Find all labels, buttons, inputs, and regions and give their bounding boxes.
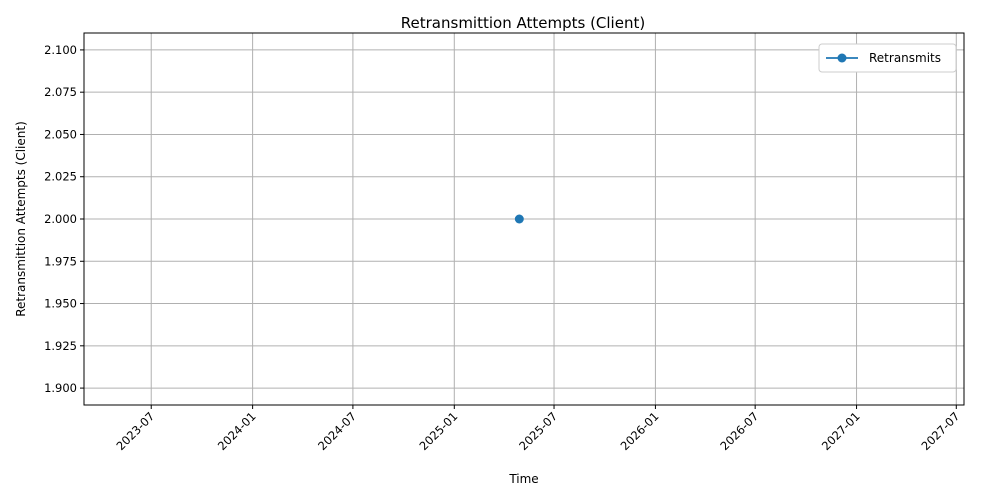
- y-tick-label: 1.975: [44, 254, 77, 268]
- y-tick-label: 1.900: [44, 381, 77, 395]
- y-tick-label: 2.050: [44, 127, 77, 141]
- chart-title: Retransmittion Attempts (Client): [401, 14, 645, 32]
- y-tick-label: 1.925: [44, 339, 77, 353]
- legend: Retransmits: [818, 43, 957, 73]
- y-axis-label: Retransmittion Attempts (Client): [14, 121, 28, 317]
- y-tick-label: 2.075: [44, 85, 77, 99]
- legend-label: Retransmits: [869, 51, 941, 65]
- y-tick-label: 2.100: [44, 43, 77, 57]
- data-point: [514, 214, 524, 224]
- y-tick-label: 2.000: [44, 212, 77, 226]
- grid: [84, 33, 964, 405]
- legend-box: [818, 43, 957, 73]
- y-tick-label: 1.950: [44, 297, 77, 311]
- series-layer: [514, 214, 524, 224]
- y-axis-ticks: 1.900 1.925 1.950 1.975 2.000 2.025 2.050 2.075…: [44, 43, 84, 395]
- y-tick-label: 2.025: [44, 170, 77, 184]
- legend-marker: [837, 53, 847, 63]
- x-axis-label: Time: [508, 472, 538, 486]
